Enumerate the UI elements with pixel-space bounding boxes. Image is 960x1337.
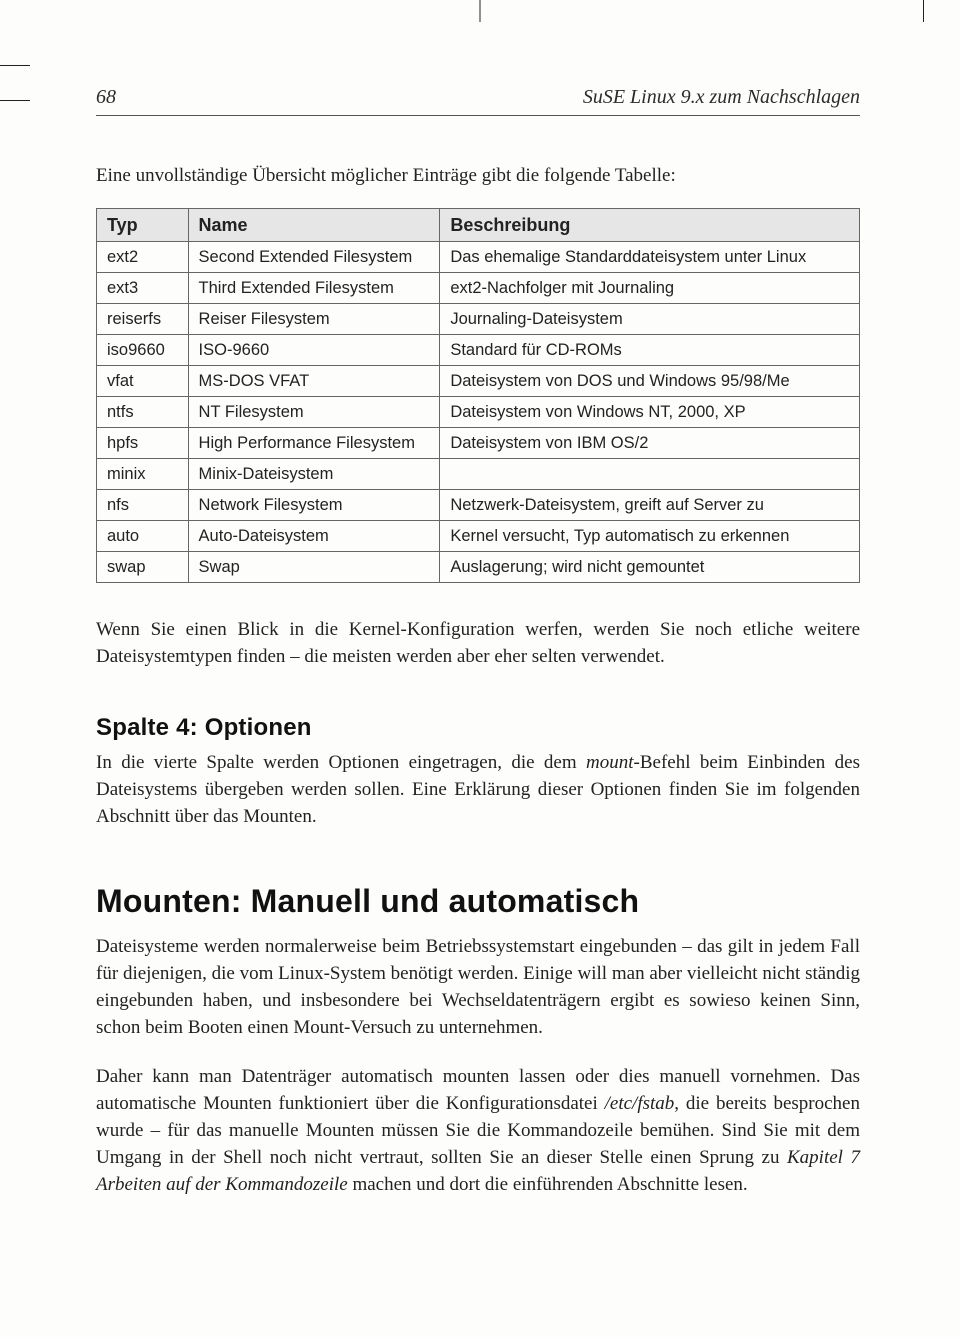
crop-mark: [0, 65, 30, 66]
cell: ext2: [97, 241, 189, 272]
cell: NT Filesystem: [188, 396, 440, 427]
cell: Kernel versucht, Typ automatisch zu erke…: [440, 520, 860, 551]
cell: Netzwerk-Dateisystem, greift auf Server …: [440, 489, 860, 520]
cell: Journaling-Dateisystem: [440, 303, 860, 334]
cell: ext3: [97, 272, 189, 303]
chapter-p2: Daher kann man Datenträger automatisch m…: [96, 1064, 860, 1199]
col-header-typ: Typ: [97, 208, 189, 241]
section-optionen-body: In die vierte Spalte werden Optionen ein…: [96, 750, 860, 831]
table-row: hpfsHigh Performance FilesystemDateisyst…: [97, 427, 860, 458]
running-header: 68 SuSE Linux 9.x zum Nachschlagen: [96, 86, 860, 116]
cell: Reiser Filesystem: [188, 303, 440, 334]
table-row: autoAuto-DateisystemKernel versucht, Typ…: [97, 520, 860, 551]
cell: Standard für CD-ROMs: [440, 334, 860, 365]
italic-path-etc-fstab: /etc/​fstab: [605, 1093, 675, 1114]
cell: minix: [97, 458, 189, 489]
table-body: ext2Second Extended FilesystemDas ehemal…: [97, 241, 860, 582]
table-header-row: Typ Name Beschreibung: [97, 208, 860, 241]
cell: High Performance Filesystem: [188, 427, 440, 458]
cell: vfat: [97, 365, 189, 396]
table-row: reiserfsReiser FilesystemJournaling-Date…: [97, 303, 860, 334]
content-area: 68 SuSE Linux 9.x zum Nachschlagen Eine …: [96, 86, 860, 1199]
crop-mark: [0, 100, 30, 101]
cell: Dateisystem von DOS und Windows 95/98/Me: [440, 365, 860, 396]
cell: swap: [97, 551, 189, 582]
chapter-heading-mounten: Mounten: Manuell und automatisch: [96, 883, 860, 920]
col-header-name: Name: [188, 208, 440, 241]
cell: Auto-Dateisystem: [188, 520, 440, 551]
text: In die vierte Spalte werden Optionen ein…: [96, 752, 586, 773]
table-row: ext3Third Extended Filesystemext2-Nachfo…: [97, 272, 860, 303]
page-number: 68: [96, 86, 116, 109]
table-row: ntfsNT FilesystemDateisystem von Windows…: [97, 396, 860, 427]
cell: hpfs: [97, 427, 189, 458]
table-row: ext2Second Extended FilesystemDas ehemal…: [97, 241, 860, 272]
cell: auto: [97, 520, 189, 551]
cell: reiserfs: [97, 303, 189, 334]
cell: Minix-Dateisystem: [188, 458, 440, 489]
cell: Dateisystem von IBM OS/2: [440, 427, 860, 458]
cell: Network Filesystem: [188, 489, 440, 520]
cell: Swap: [188, 551, 440, 582]
cell: ISO-9660: [188, 334, 440, 365]
intro-paragraph: Eine unvollständige Übersicht möglicher …: [96, 162, 860, 190]
cell: MS-DOS VFAT: [188, 365, 440, 396]
section-heading-optionen: Spalte 4: Optionen: [96, 714, 860, 742]
table-row: nfsNetwork FilesystemNetzwerk-Dateisyste…: [97, 489, 860, 520]
paragraph-after-table: Wenn Sie einen Blick in die Kernel-Konfi…: [96, 617, 860, 671]
col-header-desc: Beschreibung: [440, 208, 860, 241]
text: machen und dort die einführenden Abschni…: [348, 1174, 748, 1195]
crop-mark: [480, 0, 481, 22]
italic-term-mount: mount: [586, 752, 634, 773]
page: 68 SuSE Linux 9.x zum Nachschlagen Eine …: [0, 0, 960, 1337]
table-row: swapSwapAuslagerung; wird nicht gemounte…: [97, 551, 860, 582]
cell: ext2-Nachfolger mit Journaling: [440, 272, 860, 303]
cell: nfs: [97, 489, 189, 520]
crop-mark: [923, 0, 924, 22]
cell: Second Extended Filesystem: [188, 241, 440, 272]
cell: Auslagerung; wird nicht gemountet: [440, 551, 860, 582]
filesystem-table: Typ Name Beschreibung ext2Second Extende…: [96, 208, 860, 583]
cell: [440, 458, 860, 489]
table-row: vfatMS-DOS VFATDateisystem von DOS und W…: [97, 365, 860, 396]
table-row: minixMinix-Dateisystem: [97, 458, 860, 489]
cell: Das ehemalige Standarddateisystem unter …: [440, 241, 860, 272]
cell: ntfs: [97, 396, 189, 427]
running-title: SuSE Linux 9.x zum Nachschlagen: [583, 86, 860, 109]
cell: Dateisystem von Windows NT, 2000, XP: [440, 396, 860, 427]
chapter-p1: Dateisysteme werden normalerweise beim B…: [96, 934, 860, 1042]
cell: iso9660: [97, 334, 189, 365]
cell: Third Extended Filesystem: [188, 272, 440, 303]
table-row: iso9660ISO-9660Standard für CD-ROMs: [97, 334, 860, 365]
